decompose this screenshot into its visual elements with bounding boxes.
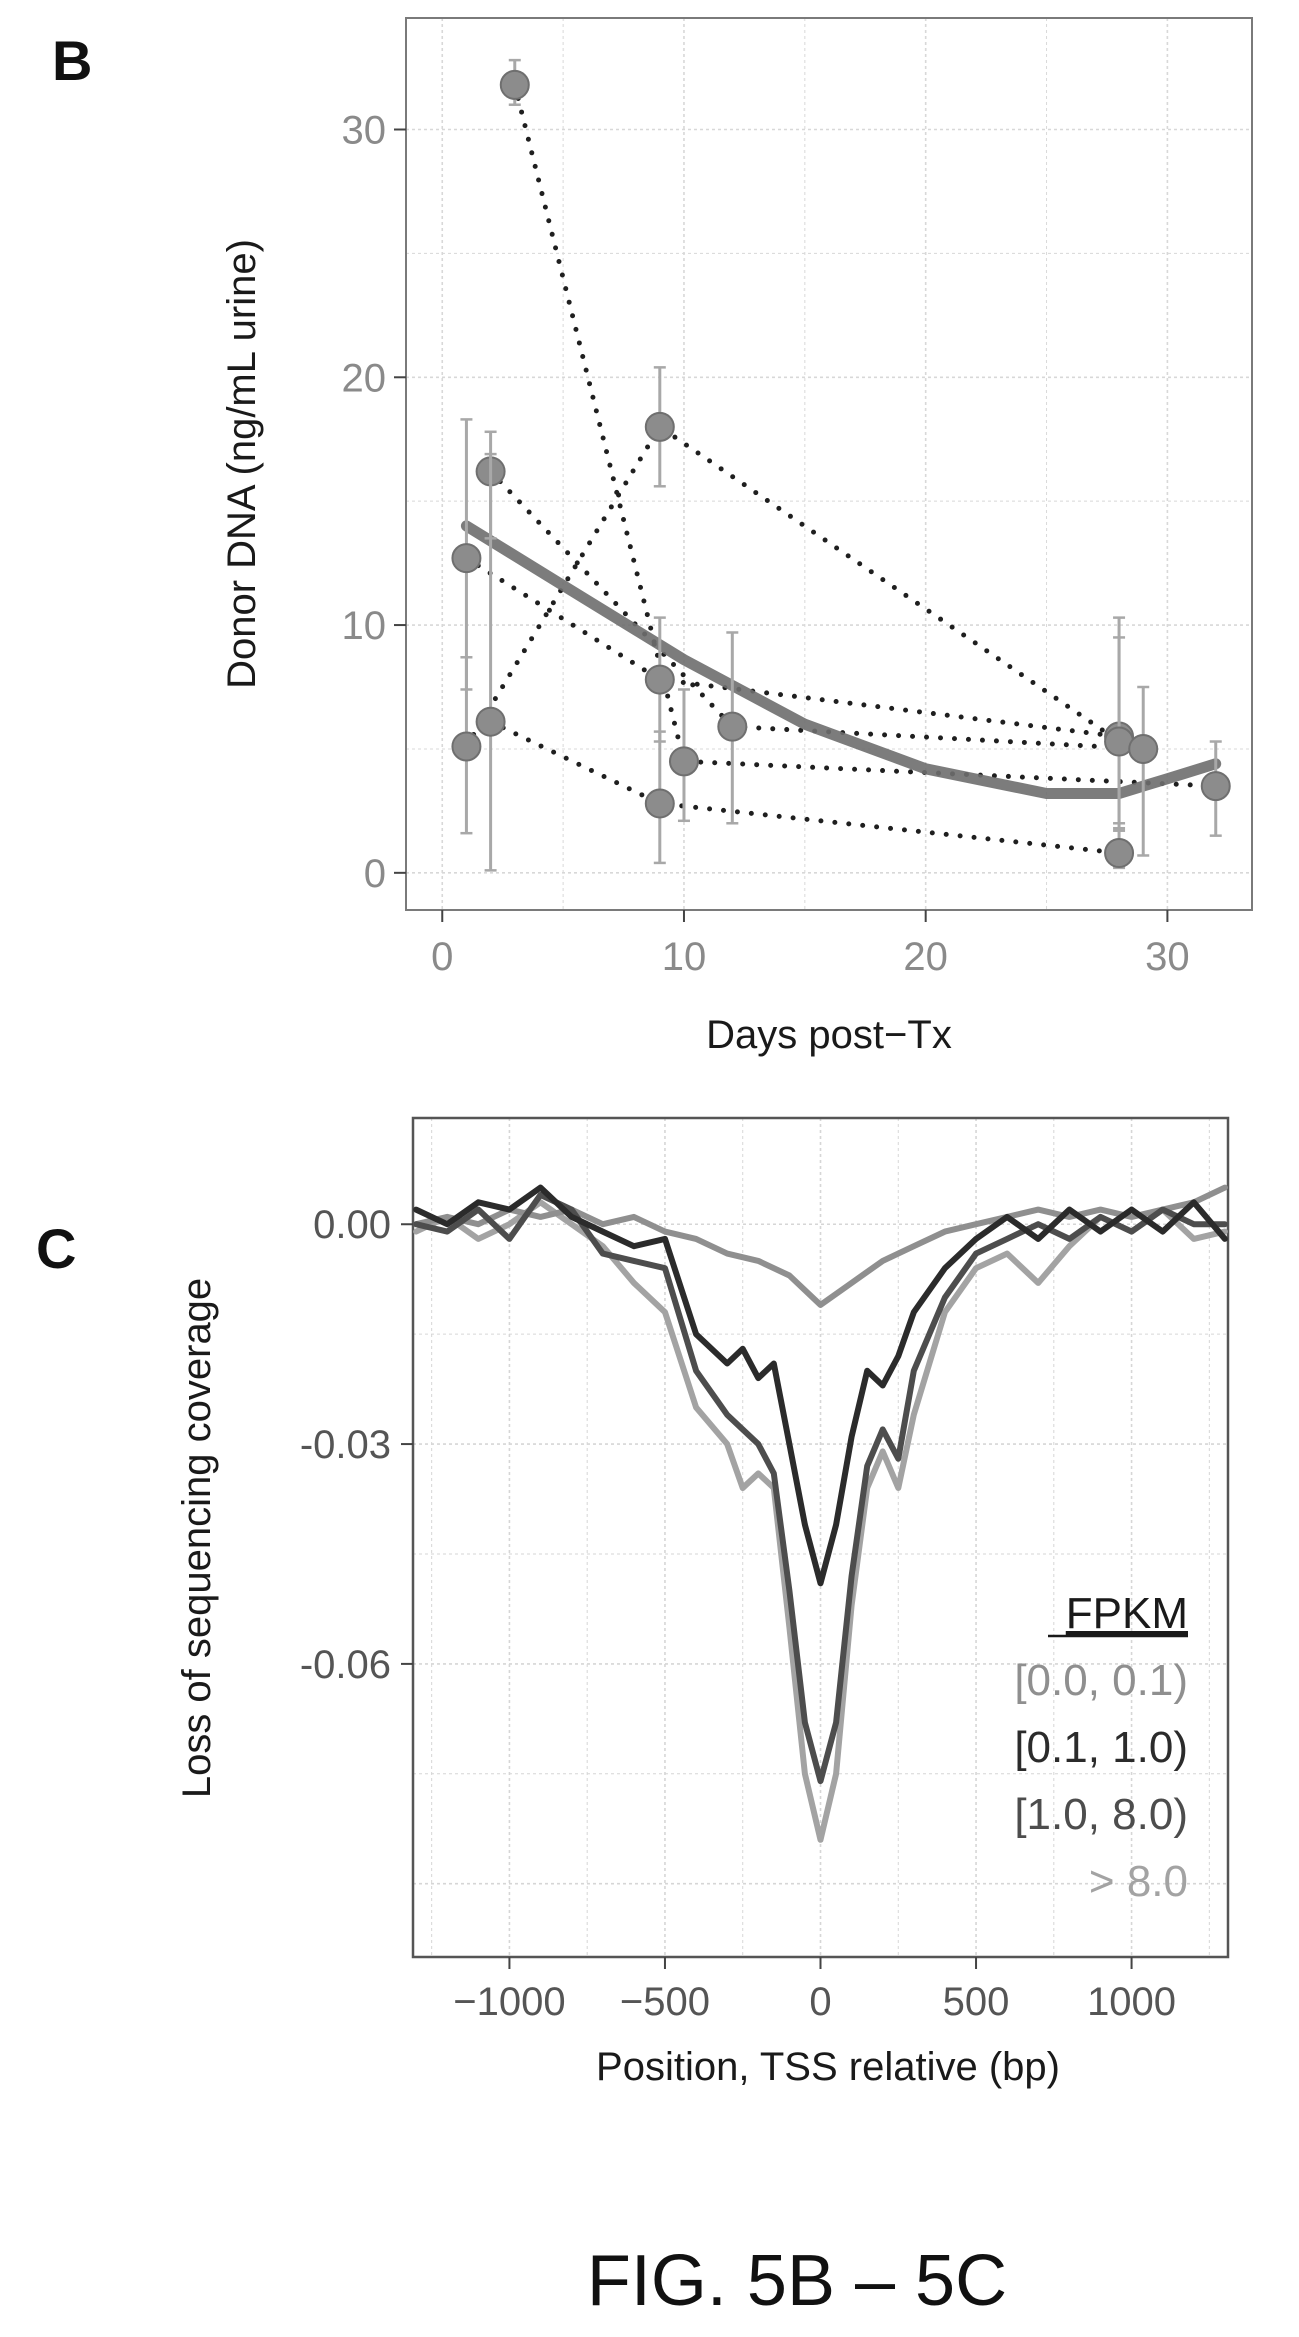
- panel-b-y-tick-label: 0: [364, 852, 386, 896]
- panel-c-series-line: [413, 1184, 1228, 1587]
- panel-b-patient-line: [512, 82, 1219, 789]
- panel-c-x-tick-label: 500: [943, 1980, 1010, 2024]
- panel-c-y-tick-label: -0.03: [300, 1423, 391, 1467]
- panel-c-legend-entry: [1.0, 8.0): [1014, 1790, 1188, 1839]
- panel-b-point: [451, 543, 482, 574]
- panel-b-patient-line: [463, 423, 1122, 749]
- panel-b-plot-frame: [405, 17, 1253, 911]
- panel-b-x-tick-label: 0: [431, 935, 453, 979]
- panel-b-point: [644, 664, 675, 695]
- panel-c-legend-entry: [0.1, 1.0): [1014, 1723, 1188, 1772]
- figure-caption: FIG. 5B – 5C: [587, 2241, 1007, 2321]
- panel-c-x-tick-label: −1000: [453, 1980, 565, 2024]
- panel-b-grid: [406, 18, 1252, 910]
- panel-c-marks: [413, 1184, 1228, 1843]
- panel-b-x-tick-label: 20: [903, 935, 948, 979]
- panel-c-x-tick-label: −500: [620, 1980, 710, 2024]
- panel-b-point: [475, 706, 506, 737]
- panel-c-axes: −1000 −500 0 500 1000 0.00 -0.03 -0.06: [300, 1203, 1176, 2024]
- panel-c-series-line: [413, 1199, 1228, 1843]
- panel-c-x-tick-label: 0: [809, 1980, 831, 2024]
- panel-b-marks: [451, 58, 1231, 872]
- panel-b-patient-line: [488, 468, 1146, 752]
- panel-c-y-tick-label: -0.06: [300, 1643, 391, 1687]
- panel-b-x-tick-label: 30: [1145, 935, 1190, 979]
- panel-b-y-tick-label: 10: [342, 604, 387, 648]
- panel-c-x-tick-label: 1000: [1087, 1980, 1176, 2024]
- panel-b-x-tick-label: 10: [662, 935, 707, 979]
- panel-b-chart: 0 10 20 30 0 10 20 30 Days post−Tx Donor DNA (n…: [220, 17, 1253, 1057]
- panel-c-x-axis-title: Position, TSS relative (bp): [596, 2045, 1060, 2089]
- panel-b-point: [644, 411, 675, 442]
- panel-b-axes: 0 10 20 30 0 10 20 30: [342, 109, 1190, 980]
- panel-c-legend-entry: [0.0, 0.1): [1014, 1656, 1188, 1705]
- panel-b-trend-line: [460, 520, 1222, 799]
- panel-b-letter: B: [52, 29, 92, 92]
- panel-b-point: [717, 711, 748, 742]
- panel-b-y-tick-label: 20: [342, 356, 387, 400]
- panel-c-letter: C: [36, 1217, 76, 1280]
- panel-b-point: [668, 746, 699, 777]
- panel-b-point: [499, 69, 530, 100]
- panel-c-legend-title: FPKM: [1066, 1589, 1188, 1638]
- panel-c-legend-entry: > 8.0: [1089, 1857, 1188, 1906]
- panel-b-point: [1128, 733, 1159, 764]
- panel-c-y-tick-label: 0.00: [313, 1203, 391, 1247]
- panel-c-y-axis-title: Loss of sequencing coverage: [175, 1278, 219, 1798]
- panel-b-point: [644, 788, 675, 819]
- panel-b-y-tick-label: 30: [342, 109, 387, 153]
- panel-b-y-axis-title: Donor DNA (ng/mL urine): [220, 239, 264, 689]
- panel-c-series-line: [413, 1184, 1228, 1308]
- panel-c-chart: −1000 −500 0 500 1000 0.00 -0.03 -0.06 FPKM [0.0…: [175, 1116, 1230, 2089]
- panel-c-legend: FPKM [0.0, 0.1) [0.1, 1.0) [1.0, 8.0) > 8.0: [1014, 1589, 1188, 1906]
- panel-b-point: [1104, 838, 1135, 869]
- panel-b-point: [1200, 771, 1231, 802]
- panel-b-point: [451, 731, 482, 762]
- panel-b-x-axis-title: Days post−Tx: [706, 1013, 952, 1057]
